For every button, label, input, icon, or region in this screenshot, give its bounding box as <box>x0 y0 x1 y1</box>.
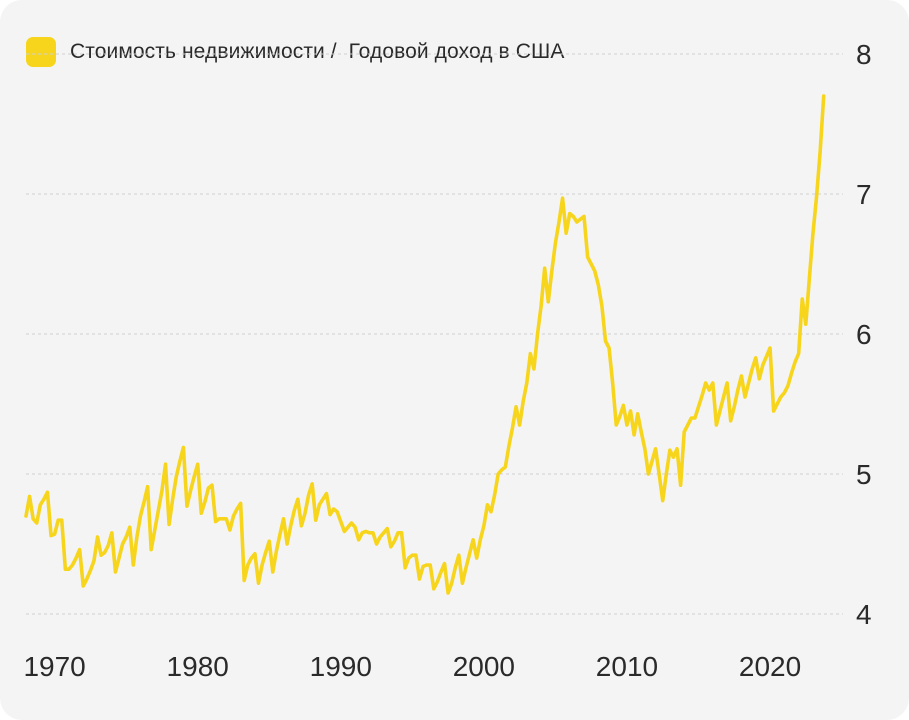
gridlines <box>26 53 843 615</box>
x-tick-label: 2000 <box>453 651 515 682</box>
legend: Стоимость недвижимости / Годовой доход в… <box>26 36 564 68</box>
y-tick-label: 7 <box>856 179 872 210</box>
y-axis-ticks: 4 5 6 7 8 <box>856 39 872 630</box>
x-tick-label: 2010 <box>596 651 658 682</box>
x-axis-ticks: 1970 1980 1990 2000 2010 2020 <box>23 651 801 682</box>
series-group <box>24 94 826 595</box>
y-tick-label: 4 <box>856 599 872 630</box>
legend-swatch <box>26 37 56 67</box>
series-line <box>24 94 826 595</box>
x-tick-label: 1990 <box>310 651 372 682</box>
legend-label: Стоимость недвижимости / Годовой доход в… <box>70 40 565 63</box>
x-tick-label: 1970 <box>23 651 85 682</box>
x-tick-label: 2020 <box>739 651 801 682</box>
x-tick-label: 1980 <box>167 651 229 682</box>
y-tick-label: 5 <box>856 459 872 490</box>
y-tick-label: 6 <box>856 319 872 350</box>
y-tick-label: 8 <box>856 39 872 70</box>
